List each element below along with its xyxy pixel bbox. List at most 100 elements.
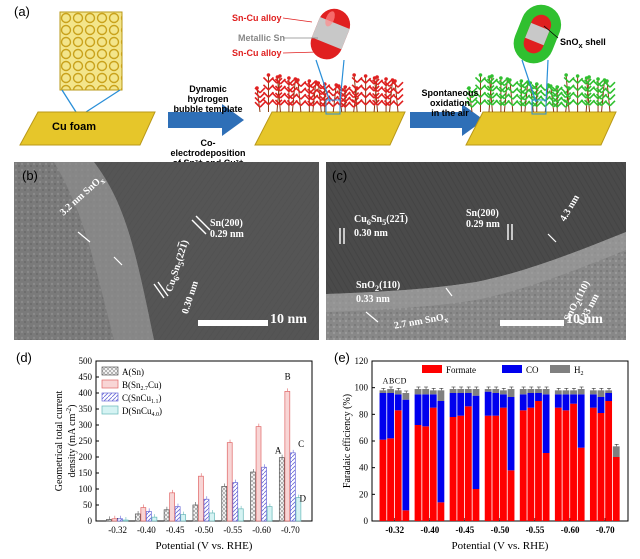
dendrite-branch: [519, 94, 526, 101]
stacked-segment: [577, 447, 585, 521]
stacked-segment: [605, 390, 613, 393]
cusn-mid: Sn: [370, 214, 383, 225]
stacked-segment: [500, 394, 507, 408]
dendrite-branch: [274, 99, 281, 106]
stacked-segment: [437, 390, 445, 401]
stacked-segment: [527, 389, 535, 393]
dendrite-branch: [507, 93, 514, 100]
dendrite-tip: [343, 85, 347, 89]
stacked-segment: [492, 415, 500, 521]
dendrite-branch: [262, 84, 270, 91]
arrow2-top-line2: in the air: [431, 108, 469, 118]
dendrite-branch: [580, 99, 587, 106]
dendrite-tip: [605, 79, 609, 83]
stacked-segment: [519, 394, 527, 411]
tem-image-c: (c) Cu6Sn5(221) 0.30 nm Sn(200) 0.29 nm …: [326, 162, 626, 340]
x-axis-label: Potential (V vs. RHE): [156, 540, 253, 552]
dendrite-branch: [351, 84, 358, 91]
bar: [111, 518, 118, 522]
bar: [203, 498, 210, 522]
stacked-segment: [402, 510, 410, 521]
dendrite-branch: [380, 93, 387, 100]
bar: [151, 516, 158, 522]
sno2-text: SnO: [356, 280, 375, 291]
dendrite-branch: [604, 81, 611, 88]
zoom-line: [85, 89, 121, 113]
y-tick-label: 100: [79, 484, 93, 494]
stacked-segment: [472, 395, 480, 489]
dendrite-branch: [351, 99, 358, 106]
scale-bar-label-c: 10 nm: [566, 312, 603, 327]
dendrite-branch: [271, 99, 278, 106]
y-axis-label: Geometrical total current density (mA cm-…: [54, 391, 78, 492]
dendrite-branch: [308, 87, 315, 94]
dendrite-branch: [380, 99, 387, 106]
dendrite-branch: [498, 93, 505, 100]
dendrite-branch: [254, 96, 261, 103]
dendrite-branch: [486, 99, 493, 106]
legend-entry: B(Sn2.7Cu): [122, 380, 162, 392]
y-tick-label: 50: [83, 500, 93, 510]
nanorod-core-shell: [513, 4, 562, 64]
stacked-segment: [472, 389, 480, 396]
dendrite-branch: [563, 84, 570, 91]
dendrite-branch: [474, 99, 482, 106]
stacked-segment: [605, 401, 613, 521]
sn200-label-c: Sn(200) 0.29 nm: [466, 208, 500, 230]
dendrite-branch: [372, 99, 379, 106]
dendrite-branch: [288, 92, 295, 99]
dendrite-tip: [478, 73, 483, 77]
dendrite-tip: [575, 74, 580, 78]
dendrite-branch: [531, 100, 538, 107]
stacked-segment: [449, 389, 457, 393]
dendrite-branch: [520, 94, 527, 101]
dendrite-branch: [519, 88, 526, 95]
dendrite-branch: [548, 96, 555, 103]
x-tick-label: -0.60: [252, 525, 271, 535]
dendrite-branch: [572, 92, 579, 99]
legend-sn-cu-alloy-top: Sn-Cu alloy: [232, 13, 282, 23]
cusn-close: ): [404, 214, 408, 225]
legend-swatch: [101, 392, 119, 402]
dendrite-branch: [495, 92, 502, 99]
bar: [163, 509, 170, 522]
leader-line: [282, 17, 313, 23]
legend-entry: A(Sn): [122, 367, 144, 377]
dendrite-stem: [332, 84, 337, 113]
bar: [278, 457, 285, 522]
zoom-box: [531, 99, 547, 115]
stacked-segment: [379, 393, 387, 440]
group-labels: ABCD: [383, 377, 407, 386]
dendrite-branch: [286, 86, 293, 93]
zoom-line: [315, 59, 331, 103]
dendrite-branch: [604, 87, 611, 94]
dendrite-tip: [393, 79, 397, 83]
legend-entry: H2: [574, 365, 584, 377]
dendrite-branch: [474, 91, 482, 98]
dendrite-branch: [466, 92, 473, 99]
stacked-segment: [542, 394, 550, 453]
stacked-segment: [414, 394, 422, 425]
dendrite-stem: [524, 81, 529, 113]
dendrite-branch: [303, 81, 310, 88]
stacked-segment: [429, 394, 437, 408]
bar: [261, 466, 267, 522]
y-axis-label-line1: Geometrical total current: [54, 391, 65, 492]
legend-swatch: [101, 366, 119, 376]
bar: [198, 475, 204, 522]
stacked-segment: [422, 394, 430, 427]
foam-texture: [60, 12, 122, 90]
dendrite-branch: [572, 84, 579, 91]
dendrite-stem: [374, 77, 379, 113]
dendrite-branch: [495, 99, 502, 106]
dendrite-stem: [389, 79, 394, 113]
legend-swatch: [101, 405, 119, 415]
sno2-sub: 2: [374, 284, 380, 293]
dendrite-branch: [360, 77, 367, 84]
dendrite-branch: [254, 101, 261, 108]
y-tick-label: 40: [359, 463, 369, 473]
panel-a-label: (a): [14, 4, 30, 19]
stacked-segment: [527, 393, 535, 408]
stacked-segment: [437, 502, 445, 521]
